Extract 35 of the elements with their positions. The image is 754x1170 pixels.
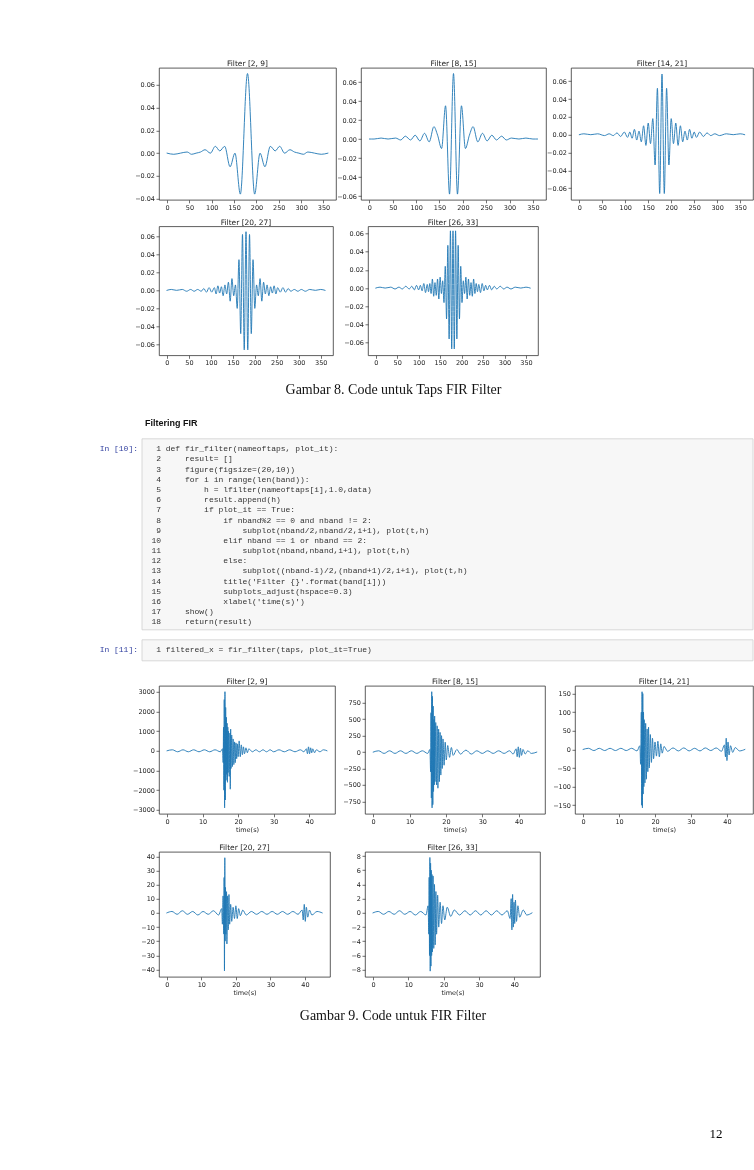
text: 15 subplots_adjust(hspace=0.3) (151, 586, 353, 596)
line-series (166, 73, 329, 195)
text: 6 result.append(h) (156, 495, 281, 505)
text: 11 subplot(nband,nband,i+1), plot(t,h) (151, 546, 411, 556)
text: 17 show() (151, 607, 214, 617)
line-series (368, 73, 539, 195)
text: 3 figure(figsize=(20,10)) (156, 464, 296, 474)
text: 12 else: (151, 556, 248, 566)
text: 1 filtered_x = fir_filter(taps, plot_it=True) (156, 645, 372, 655)
text: In [10]: (99, 444, 138, 454)
text: In [11]: (99, 645, 138, 655)
text: 12 (709, 1126, 723, 1142)
line-series (166, 691, 328, 809)
text: 5 h = lfilter(nameoftaps[i],1.0,data) (156, 485, 372, 495)
line-series (582, 691, 746, 809)
text: 13 subplot((nband-1)/2,(nband+1)/2,i+1), plot(t,h) (151, 566, 468, 576)
text: 7 if plot_it == True: (156, 505, 296, 515)
text: Filtering FIR (145, 418, 198, 429)
text: 18 return(result) (151, 617, 253, 627)
text: 9 subplot(nband/2,nband/2,i+1), plot(t,h) (156, 525, 430, 535)
text: 1 def fir_filter(nameoftaps, plot_it): (156, 444, 339, 454)
text: Gambar 9. Code untuk FIR Filter (299, 1007, 487, 1023)
line-series (372, 691, 538, 809)
text: 10 elif nband == 1 or nband == 2: (151, 535, 368, 545)
text: 14 title('Filter {}'.format(band[i])) (151, 576, 387, 586)
line-series (372, 857, 533, 972)
line-series (375, 230, 531, 350)
text: 16 xlabel('time(s)') (151, 597, 305, 606)
line-series (578, 73, 746, 195)
line-series (166, 231, 326, 351)
text: 8 if nband%2 == 0 and nband != 2: (156, 515, 372, 525)
text: 2 result= [] (156, 454, 233, 464)
text: Gambar 8. Code untuk Taps FIR Filter (285, 382, 502, 398)
line-series (166, 857, 323, 972)
text: 4 for i in range(len(band)): (156, 474, 310, 484)
